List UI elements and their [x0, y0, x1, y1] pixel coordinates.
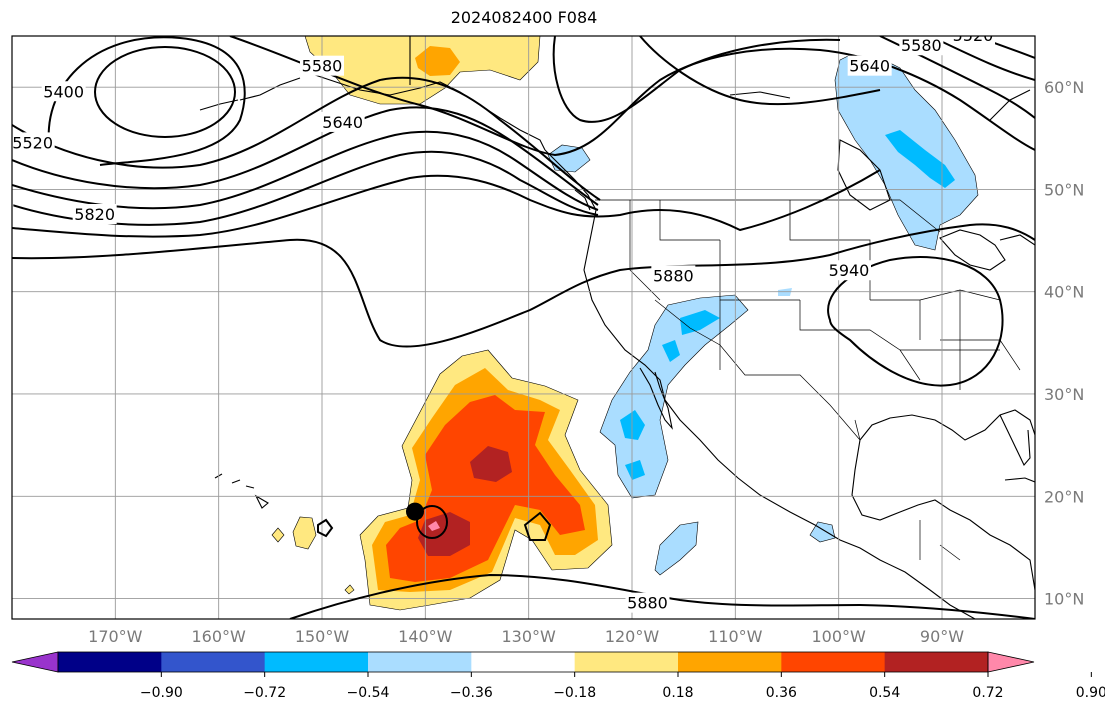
colorbar-segment — [781, 652, 886, 672]
border-layer — [595, 199, 1021, 561]
colorbar-extend-high — [987, 651, 1035, 673]
contour-label-bg — [847, 55, 892, 76]
lon-tick-label: 160°W — [191, 627, 246, 646]
colorbar-tick-label: −0.18 — [553, 685, 596, 701]
colorbar-tick-label: 0.18 — [662, 685, 693, 701]
contour-label: 5520 — [953, 26, 994, 45]
colorbar-segment — [678, 652, 782, 672]
latitude-tick-labels: 60°N 50°N 40°N 30°N 20°N 10°N — [1044, 78, 1084, 608]
contour-label: 5460 — [0, 92, 1, 111]
colorbar-segment — [368, 652, 472, 672]
contour-label-bg — [827, 260, 871, 281]
lon-tick-label: 90°W — [920, 627, 964, 646]
contour-label-bg — [651, 265, 696, 286]
contour-label-bg — [0, 91, 3, 111]
contour-label: 5640 — [849, 57, 890, 76]
longitude-tick-labels: 170°W 160°W 150°W 140°W 130°W 120°W 110°W 100°W… — [88, 627, 964, 646]
colorbar-tick-label: 0.90 — [1076, 685, 1105, 701]
lon-tick-label: 120°W — [605, 627, 660, 646]
lat-tick-label: 50°N — [1044, 180, 1084, 199]
height-contour-layer — [12, 36, 1035, 619]
colorbar-frame — [57, 651, 989, 673]
lat-tick-label: 30°N — [1044, 385, 1084, 404]
contour-label: 5640 — [322, 113, 363, 132]
contour-label-bg — [72, 203, 117, 224]
contour-label-bg — [41, 81, 86, 102]
contour-label-bg — [951, 36, 995, 45]
colorbar-segment — [161, 652, 266, 672]
colorbar-tick-label: 0.72 — [972, 685, 1003, 701]
contour-label-layer: 5400546055205700576058205580564058805940… — [0, 26, 995, 613]
colorbar-segment — [884, 652, 989, 672]
contour-label-bg — [320, 111, 365, 132]
contour-label: 5880 — [653, 266, 694, 285]
lon-tick-label: 130°W — [501, 627, 556, 646]
contour-label: 5580 — [901, 36, 942, 55]
anomaly-fill-layer — [271, 36, 979, 611]
colorbar-extend-low — [11, 651, 59, 673]
lat-tick-label: 60°N — [1044, 78, 1084, 97]
contour-label: 5520 — [12, 133, 53, 152]
map-title: 2024082400 F084 — [450, 8, 598, 27]
contour-label: 5940 — [829, 261, 870, 280]
contour-label-bg — [12, 132, 55, 153]
colorbar-tick-labels: −0.90 −0.72 −0.54 −0.36 −0.18 0.18 0.36 0.54 0.7… — [140, 672, 1105, 701]
contour-label: 5580 — [302, 57, 343, 76]
lat-tick-label: 40°N — [1044, 283, 1084, 302]
contour-label: 5400 — [43, 82, 84, 101]
contour-label-bg — [625, 592, 670, 613]
contour-label-bg — [12, 198, 14, 219]
contour-label-bg — [300, 55, 344, 76]
storm-center-marker — [406, 502, 424, 521]
contour-label-bg — [899, 36, 944, 56]
colorbar-segment — [574, 652, 679, 672]
contour-label: 5820 — [74, 205, 115, 224]
colorbar-tick-label: 0.36 — [766, 685, 797, 701]
colorbar-tick-label: −0.36 — [450, 685, 493, 701]
colorbar — [11, 651, 1035, 673]
lon-tick-label: 110°W — [708, 627, 763, 646]
colorbar-segment — [471, 652, 576, 672]
lon-tick-label: 140°W — [398, 627, 453, 646]
map-area: 5400546055205700576058205580564058805940… — [0, 26, 1035, 619]
contour-label: 5760 — [0, 200, 12, 219]
colorbar-segment — [264, 652, 369, 672]
colorbar-tick-label: 0.54 — [869, 685, 900, 701]
contour-label: 5880 — [627, 594, 668, 613]
colorbar-segment — [58, 652, 162, 672]
lon-tick-label: 170°W — [88, 627, 143, 646]
lat-tick-label: 10°N — [1044, 590, 1084, 609]
colorbar-tick-label: −0.90 — [140, 685, 183, 701]
lat-tick-label: 20°N — [1044, 487, 1084, 506]
lon-tick-label: 150°W — [295, 627, 350, 646]
map-frame — [11, 35, 1036, 620]
colorbar-tick-label: −0.54 — [347, 685, 390, 701]
colorbar-tick-label: −0.72 — [243, 685, 286, 701]
lon-tick-label: 100°W — [811, 627, 866, 646]
